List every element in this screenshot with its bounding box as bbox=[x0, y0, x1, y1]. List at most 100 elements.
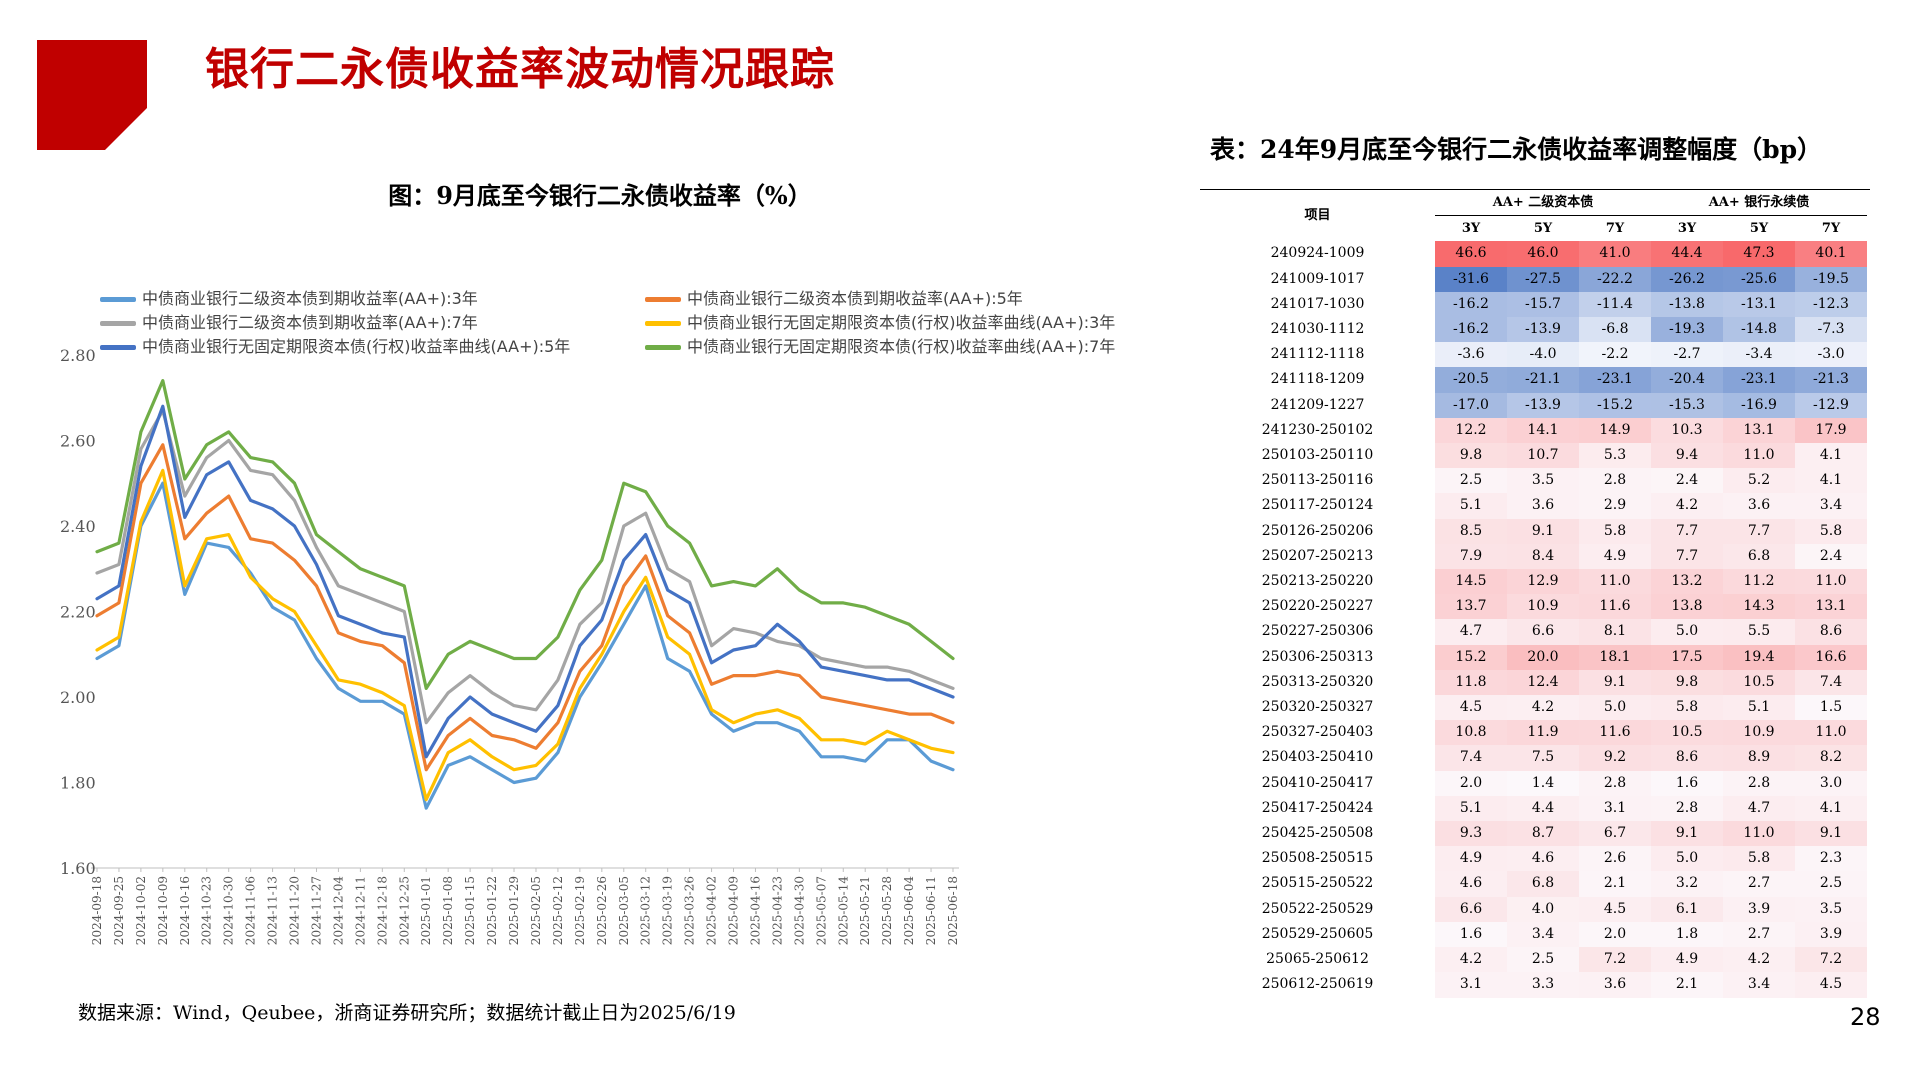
heat-cell: -16.2 bbox=[1435, 291, 1507, 318]
heat-cell: -2.2 bbox=[1579, 342, 1651, 368]
row-period: 240924-1009 bbox=[1270, 245, 1365, 262]
legend-label: 中债商业银行无固定期限资本债(行权)收益率曲线(AA+):5年 bbox=[142, 337, 571, 356]
row-period: 250126-250206 bbox=[1261, 522, 1374, 539]
table-row: 250103-250110 9.8 10.7 5.3 9.4 11.0 4.1 bbox=[1200, 443, 1867, 469]
y-tick-label: 2.00 bbox=[60, 688, 96, 707]
legend-swatch bbox=[100, 297, 136, 302]
heat-cell: 7.4 bbox=[1795, 669, 1867, 696]
heat-cell: 5.1 bbox=[1723, 695, 1795, 721]
heat-cell: 4.5 bbox=[1579, 896, 1651, 922]
x-tick-label: 2025-05-21 bbox=[858, 876, 872, 945]
heat-cell: 6.7 bbox=[1579, 821, 1651, 847]
row-period: 250612-250619 bbox=[1261, 976, 1374, 993]
heat-cell: 11.2 bbox=[1723, 569, 1795, 595]
heat-cell: -13.9 bbox=[1507, 392, 1579, 418]
heat-cell: 4.5 bbox=[1795, 972, 1867, 998]
heat-cell: 4.6 bbox=[1507, 846, 1579, 872]
series-line-6 bbox=[95, 378, 955, 690]
heat-cell: 3.6 bbox=[1579, 972, 1651, 998]
x-tick-label: 2025-05-07 bbox=[814, 876, 828, 945]
heat-cell: 2.5 bbox=[1795, 871, 1867, 897]
row-period: 250403-250410 bbox=[1261, 749, 1374, 766]
heat-cell: 13.1 bbox=[1795, 594, 1867, 620]
heat-cell: -21.3 bbox=[1795, 367, 1867, 393]
heat-cell: 7.9 bbox=[1435, 543, 1507, 570]
heat-cell: -15.2 bbox=[1579, 392, 1651, 418]
heat-cell: 3.6 bbox=[1723, 493, 1795, 519]
heat-cell: 14.5 bbox=[1435, 569, 1507, 595]
heat-cell: 7.7 bbox=[1723, 518, 1795, 544]
heat-cell: -14.8 bbox=[1723, 317, 1795, 343]
heat-cell: -25.6 bbox=[1723, 266, 1795, 292]
heat-cell: 5.8 bbox=[1651, 695, 1723, 721]
heat-cell: 6.6 bbox=[1435, 896, 1507, 922]
heat-cell: 20.0 bbox=[1507, 644, 1579, 670]
table-row: 250220-250227 13.7 10.9 11.6 13.8 14.3 13.1 bbox=[1200, 594, 1867, 620]
row-period: 250313-250320 bbox=[1261, 673, 1374, 690]
series-line-2 bbox=[95, 443, 955, 772]
heat-cell: 7.2 bbox=[1579, 947, 1651, 973]
heat-cell: -19.5 bbox=[1795, 266, 1867, 292]
heat-cell: 8.5 bbox=[1435, 518, 1507, 544]
heat-cell: 1.6 bbox=[1651, 770, 1723, 796]
legend-swatch bbox=[645, 321, 681, 326]
row-period: 250227-250306 bbox=[1261, 623, 1374, 640]
y-tick-label: 2.20 bbox=[60, 603, 96, 622]
x-tick-label: 2024-10-02 bbox=[134, 876, 148, 945]
table-row: 250227-250306 4.7 6.6 8.1 5.0 5.5 8.6 bbox=[1200, 619, 1867, 645]
heat-cell: 11.6 bbox=[1579, 720, 1651, 746]
y-tick-label: 2.40 bbox=[60, 517, 96, 536]
heat-cell: -20.5 bbox=[1435, 367, 1507, 393]
table-row: 241017-1030 -16.2 -15.7 -11.4 -13.8 -13.1 -12.… bbox=[1200, 291, 1867, 318]
heat-cell: 15.2 bbox=[1435, 644, 1507, 670]
heat-cell: -13.8 bbox=[1651, 291, 1723, 318]
table-group-header: 项目 AA+ 二级资本债 AA+ 银行永续债 bbox=[1200, 190, 1867, 223]
heat-cell: 1.6 bbox=[1435, 921, 1507, 948]
table-row: 250515-250522 4.6 6.8 2.1 3.2 2.7 2.5 bbox=[1200, 871, 1867, 897]
x-tick-label: 2024-12-25 bbox=[397, 876, 411, 945]
x-tick-label: 2024-11-27 bbox=[309, 876, 323, 945]
page-number: 28 bbox=[1850, 1003, 1881, 1031]
heat-cell: -4.0 bbox=[1507, 342, 1579, 368]
heat-cell: 2.7 bbox=[1723, 871, 1795, 897]
heat-cell: 18.1 bbox=[1579, 644, 1651, 670]
heat-cell: 4.7 bbox=[1723, 795, 1795, 822]
heat-cell: 3.9 bbox=[1723, 896, 1795, 922]
heat-cell: -2.7 bbox=[1651, 342, 1723, 368]
heat-cell: 44.4 bbox=[1651, 241, 1723, 267]
series-line-4 bbox=[95, 468, 955, 802]
heat-cell: 2.8 bbox=[1579, 770, 1651, 796]
heat-cell: 11.6 bbox=[1579, 594, 1651, 620]
table-row: 250117-250124 5.1 3.6 2.9 4.2 3.6 3.4 bbox=[1200, 493, 1867, 519]
heat-cell: 47.3 bbox=[1723, 241, 1795, 267]
heat-cell: -23.1 bbox=[1579, 367, 1651, 393]
legend-swatch bbox=[645, 297, 681, 302]
heat-cell: 10.5 bbox=[1723, 669, 1795, 696]
row-period: 250306-250313 bbox=[1261, 648, 1374, 665]
row-period: 241017-1030 bbox=[1270, 295, 1365, 312]
heat-cell: -21.1 bbox=[1507, 367, 1579, 393]
x-tick-label: 2024-10-09 bbox=[156, 876, 170, 945]
series-line-3 bbox=[95, 409, 955, 725]
table-row: 250327-250403 10.8 11.9 11.6 10.5 10.9 11.0 bbox=[1200, 720, 1867, 746]
heat-cell: 5.5 bbox=[1723, 619, 1795, 645]
legend-item: 中债商业银行无固定期限资本债(行权)收益率曲线(AA+):5年 bbox=[100, 335, 570, 359]
heat-cell: 46.0 bbox=[1507, 241, 1579, 267]
heat-cell: 10.8 bbox=[1435, 720, 1507, 746]
heat-cell: 2.7 bbox=[1723, 921, 1795, 948]
heat-cell: 3.6 bbox=[1507, 493, 1579, 519]
heat-cell: 5.3 bbox=[1579, 443, 1651, 469]
heat-cell: -15.3 bbox=[1651, 392, 1723, 418]
x-tick-label: 2025-01-15 bbox=[463, 876, 477, 945]
heat-cell: 40.1 bbox=[1795, 241, 1867, 267]
heat-cell: 7.7 bbox=[1651, 518, 1723, 544]
heat-cell: 11.0 bbox=[1795, 569, 1867, 595]
heat-cell: 14.3 bbox=[1723, 594, 1795, 620]
x-tick-label: 2024-10-16 bbox=[178, 876, 192, 945]
heat-cell: 3.5 bbox=[1507, 468, 1579, 494]
heat-cell: 13.7 bbox=[1435, 594, 1507, 620]
heat-cell: 5.8 bbox=[1579, 518, 1651, 544]
heat-cell: 4.9 bbox=[1579, 543, 1651, 570]
heat-cell: -6.8 bbox=[1579, 317, 1651, 343]
heat-cell: 8.7 bbox=[1507, 821, 1579, 847]
